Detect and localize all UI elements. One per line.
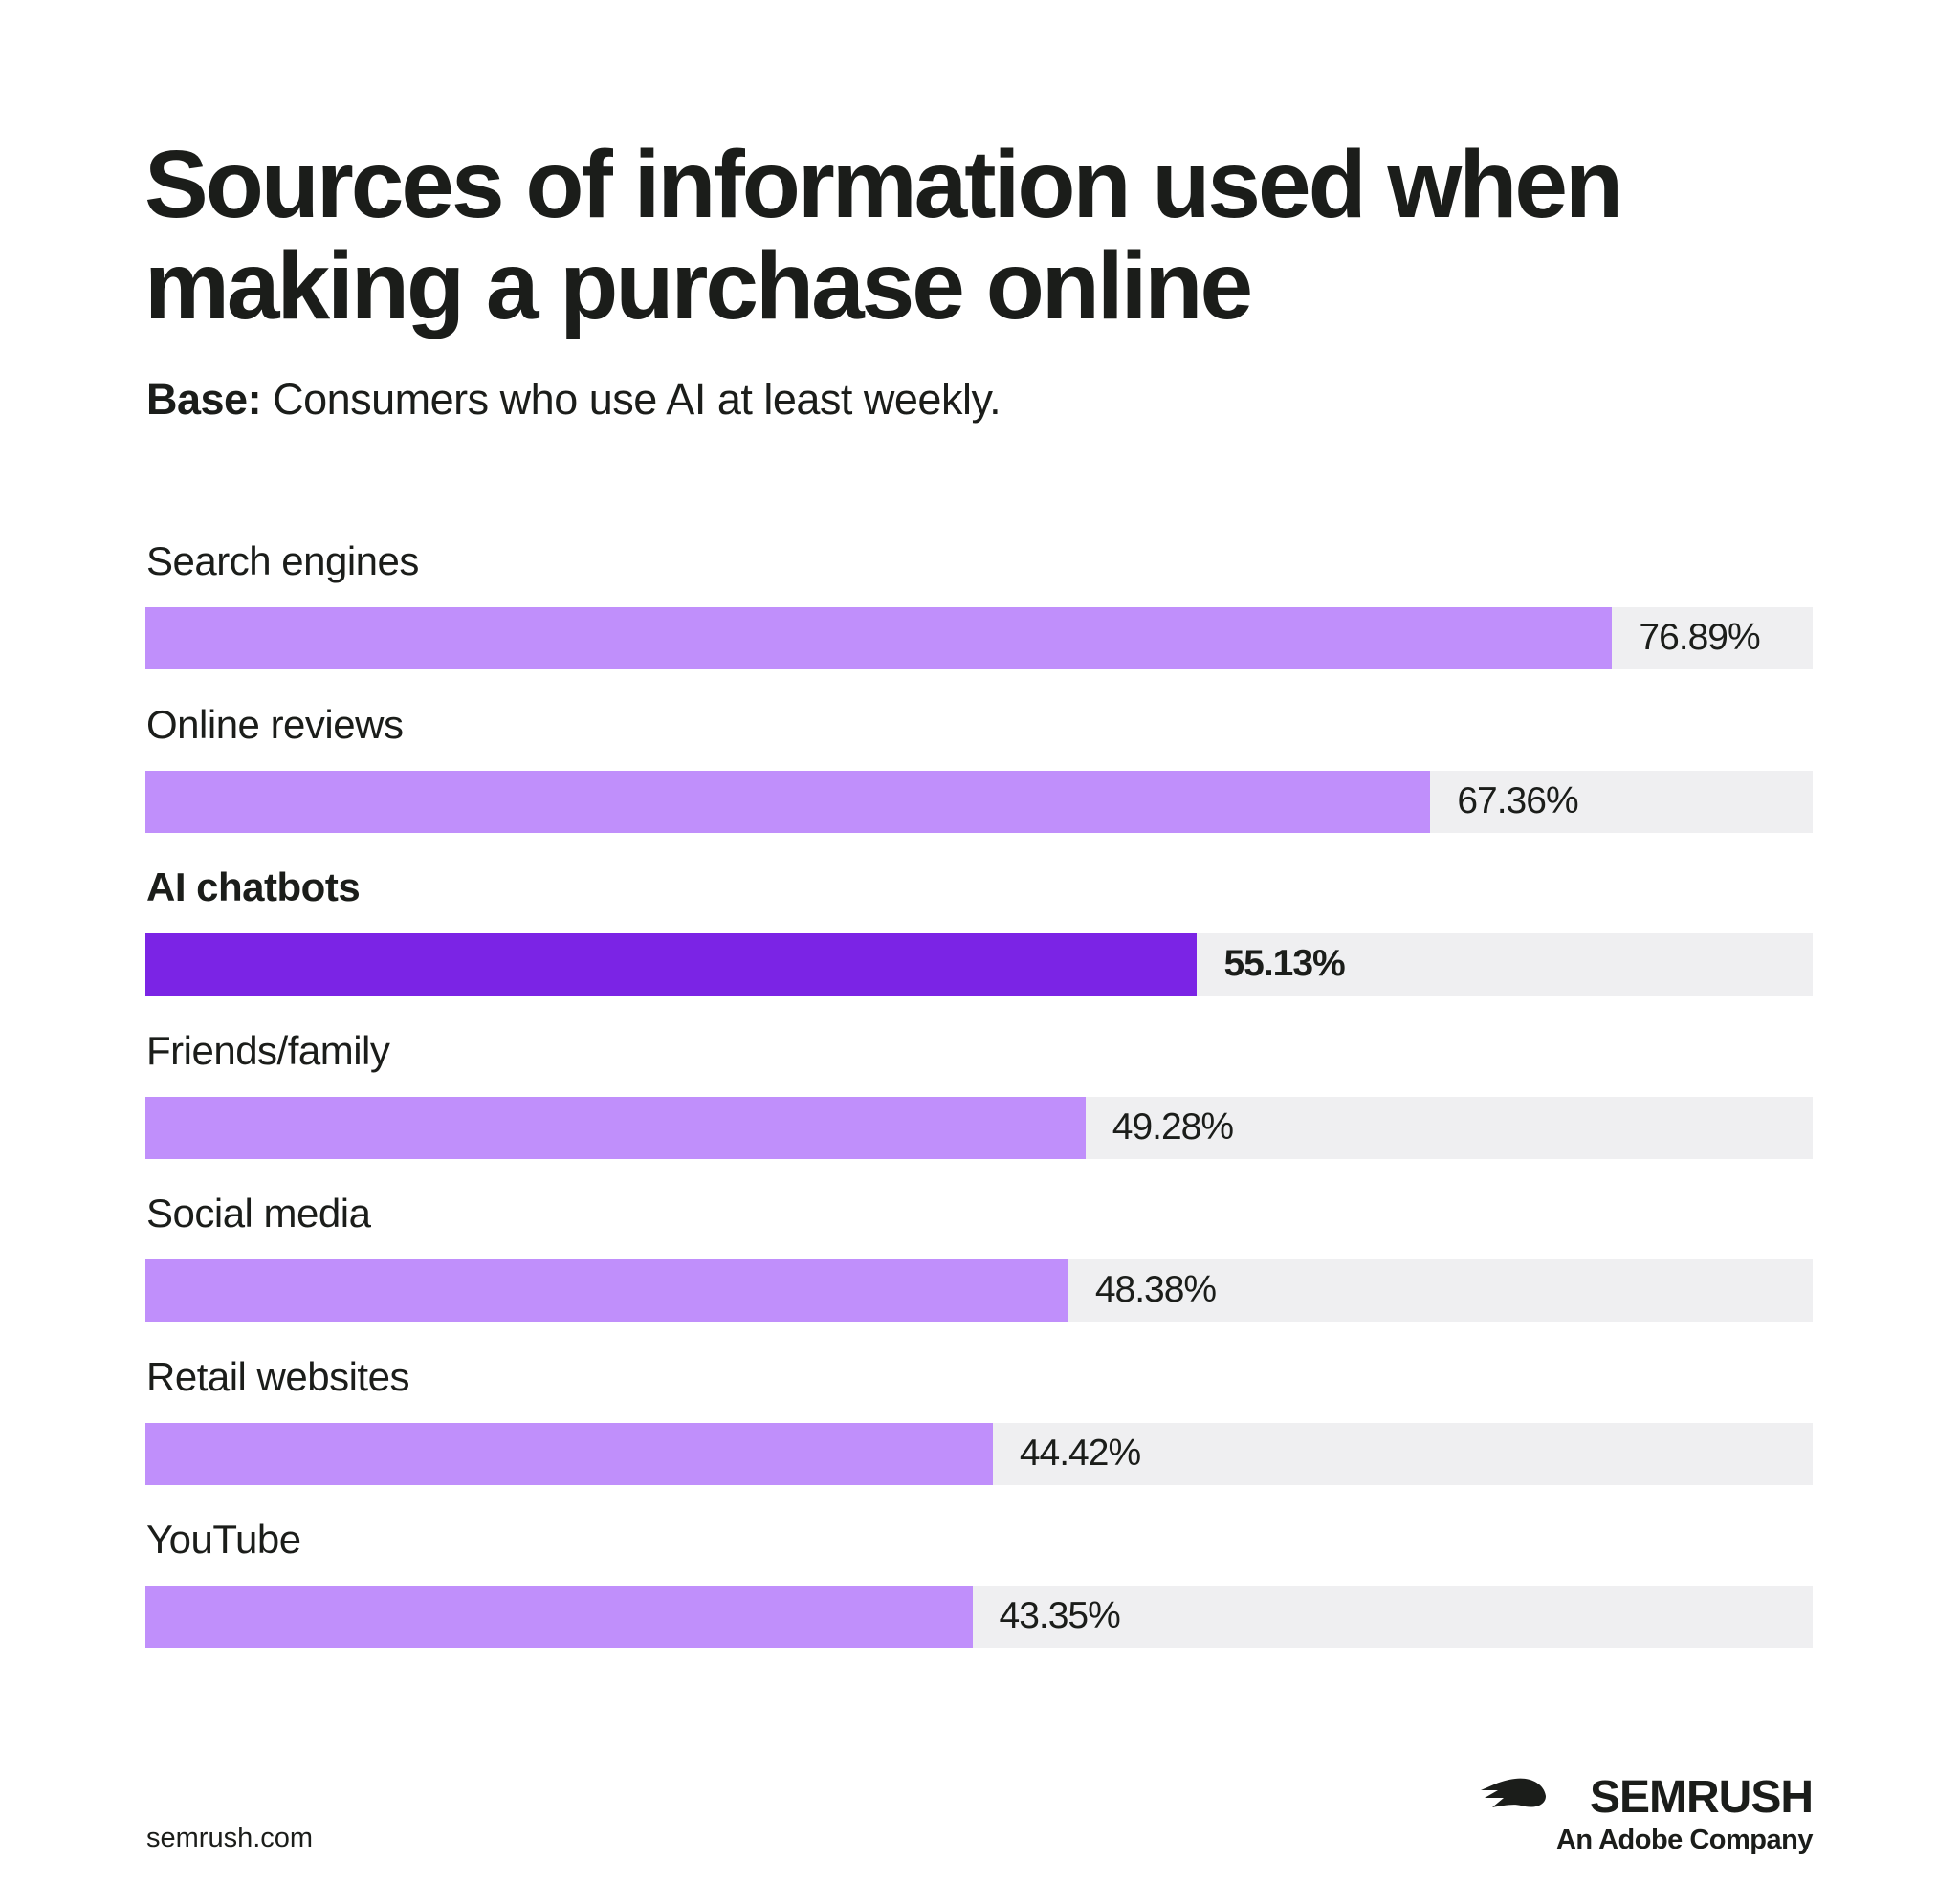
category-label: Social media [146,1191,371,1236]
category-label: Friends/family [146,1027,390,1073]
value-label: 48.38% [1094,1269,1217,1310]
value-label: 43.35% [999,1595,1121,1636]
bar [145,770,1431,833]
value-label: 76.89% [1639,617,1760,658]
category-label: YouTube [146,1517,301,1562]
logo-icon [1481,1778,1546,1807]
category-label: AI chatbots [146,864,361,909]
value-label: 49.28% [1112,1105,1234,1148]
bar [145,607,1613,669]
source: semrush.com [146,1823,314,1853]
category-label: Online reviews [146,701,404,747]
value-label: 55.13% [1223,943,1345,984]
value-label: 67.36% [1457,779,1578,821]
category-label: Retail websites [146,1353,409,1399]
bar [145,1586,973,1648]
logo-tagline: An Adobe Company [1555,1825,1814,1855]
logo: SEMRUSH [1589,1772,1814,1823]
subtitle-text: Consumers who use AI at least weekly. [273,375,1002,424]
chart-title: Sources of information used when making … [144,131,1623,339]
category-label: Search engines [146,538,419,583]
subtitle-label: Base: [146,375,262,424]
bar [145,1096,1086,1159]
subtitle: Base: Consumers who use AI at least week… [146,375,1002,425]
bar [145,1422,993,1485]
bar [145,1259,1068,1322]
bar [145,933,1198,996]
value-label: 44.42% [1019,1432,1141,1474]
